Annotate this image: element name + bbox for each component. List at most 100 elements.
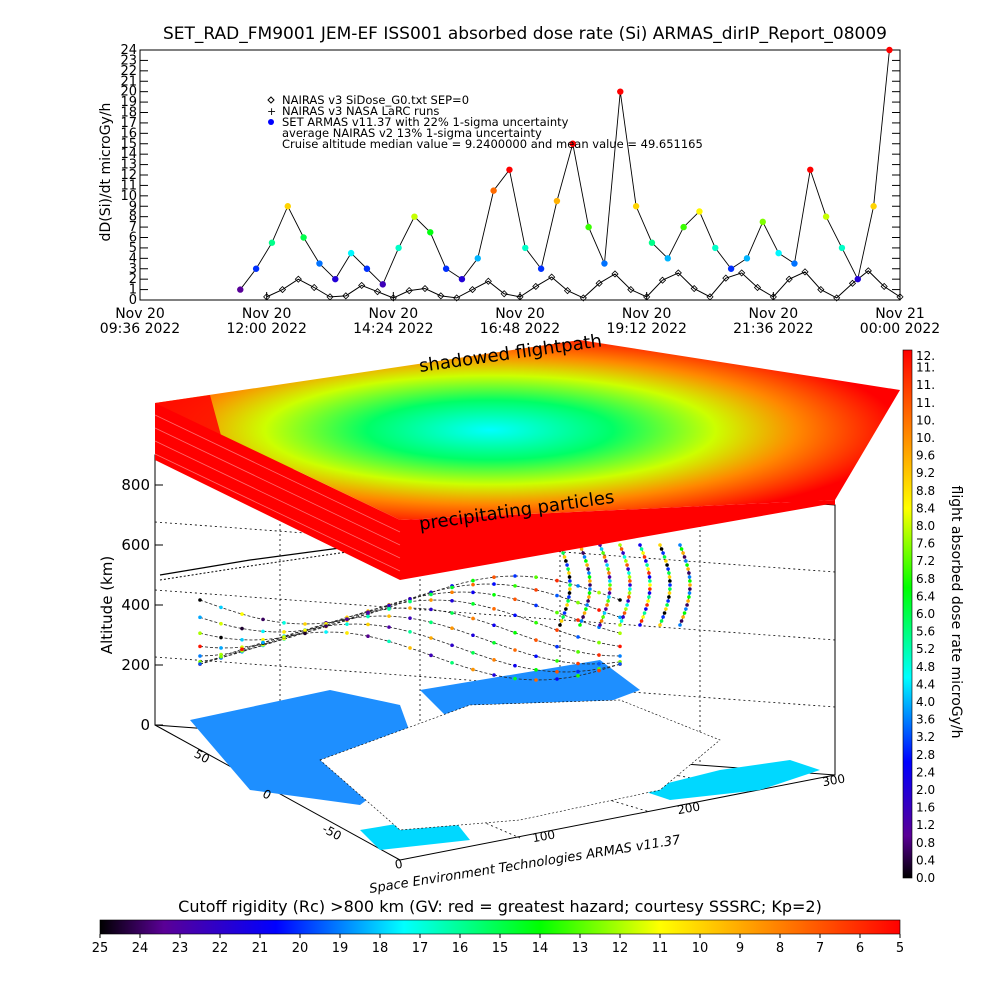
orbit-dose-point <box>565 563 569 567</box>
orbit-dose-point <box>559 619 564 623</box>
orbit-dose-point <box>639 619 644 623</box>
nairas-diamond-point <box>658 276 667 284</box>
orbit-dose-point <box>627 591 632 595</box>
y-tick-label: 3 <box>129 262 137 277</box>
orbit-dose-point <box>602 555 607 559</box>
nairas-diamond-point <box>453 294 461 302</box>
orbit-dose-point <box>622 555 627 559</box>
y-tick-label: 12 <box>120 168 137 183</box>
orbit-dose-point <box>303 631 307 636</box>
orbit-dose-point <box>608 587 612 591</box>
orbit-dose-point <box>219 621 223 626</box>
orbit-dose-point <box>240 637 244 642</box>
x-tick-label-time: 00:00 2022 <box>860 321 940 337</box>
orbit-dose-point <box>668 583 672 587</box>
altitude-tick-label: 400 <box>121 596 150 614</box>
orbit-dose-point <box>645 563 649 567</box>
dose-tick-label: 8.8 <box>916 484 935 498</box>
orbit-dose-point <box>684 559 688 563</box>
orbit-dose-point <box>324 624 328 628</box>
x-tick-label-time: 21:36 2022 <box>733 321 813 337</box>
ground-map <box>190 660 820 850</box>
orbit-dose-point <box>587 571 591 575</box>
armas-point <box>870 203 877 210</box>
orbit-dose-point <box>687 591 692 595</box>
orbit-dose-point <box>597 590 601 595</box>
x-tick-label-time: 09:36 2022 <box>100 321 180 337</box>
armas-point <box>537 265 545 272</box>
orbit-dose-point <box>558 623 562 627</box>
orbit-dose-point <box>622 611 627 615</box>
orbit-dose-point <box>240 612 244 616</box>
orbit-dose-point <box>647 571 651 575</box>
orbit-dose-point <box>471 616 475 621</box>
orbit-dose-point <box>387 639 391 644</box>
orbit-dose-point <box>408 596 412 601</box>
nairas-diamond-point <box>769 293 777 301</box>
latitude-tick-label: -50 <box>320 822 344 844</box>
armas-point <box>316 260 323 267</box>
y-tick-label: 10 <box>120 189 137 204</box>
dose-tick-label: 6.4 <box>916 589 935 603</box>
slab-front <box>155 403 835 580</box>
legend-diamond-icon <box>267 96 275 104</box>
dose-tick-label: 8.0 <box>916 519 935 533</box>
y-tick-label: 5 <box>129 241 137 256</box>
orbit-dose-point <box>568 587 572 591</box>
orbit-dose-point <box>645 603 649 607</box>
rigidity-colorbar: Cutoff rigidity (Rc) >800 km (GV: red = … <box>92 897 904 956</box>
orbit-dose-point <box>667 591 672 595</box>
dose-colorbar-label: flight absorbed dose rate microGy/h <box>948 486 964 739</box>
orbit-dose-point <box>555 578 559 583</box>
orbit-dose-point <box>681 551 685 555</box>
orbit-dose-point <box>618 644 622 649</box>
orbit-dose-point <box>587 591 592 595</box>
orbit-dose-point <box>450 660 454 665</box>
orbit-dose-point <box>492 623 496 628</box>
ocean-region-east <box>640 760 820 800</box>
dose-tick-label: 10. <box>916 413 935 427</box>
x-tick-label-date: Nov 21 <box>875 306 925 322</box>
armas-point <box>522 244 529 252</box>
nairas-diamond-point <box>358 281 366 289</box>
orbit-dose-point <box>534 638 538 642</box>
armas-point <box>775 249 782 257</box>
nairas-diamond-point <box>563 287 572 295</box>
orbit-dose-point <box>561 615 565 619</box>
x-tick-label-time: 16:48 2022 <box>480 321 560 337</box>
orbit-dose-point <box>628 583 632 587</box>
orbit-dose-point <box>647 591 652 595</box>
orbit-dose-point <box>646 599 650 603</box>
rigidity-tick-label: 25 <box>92 941 109 956</box>
orbit-dose-point <box>471 650 475 655</box>
orbit-dose-point <box>646 567 650 571</box>
nairas-diamond-point <box>500 290 508 298</box>
y-tick-label: 23 <box>120 53 137 68</box>
nairas-diamond-point <box>263 293 271 301</box>
y-tick-label: 22 <box>120 64 137 79</box>
orbit-dose-point <box>450 598 454 603</box>
orbit-dose-point <box>686 599 690 603</box>
rigidity-tick-label: 14 <box>532 941 549 956</box>
orbit-dose-point <box>534 588 538 592</box>
orbit-dose-point <box>682 611 687 615</box>
nairas-diamond-point <box>310 283 318 292</box>
orbit-dose-point <box>627 575 632 579</box>
dose-colorbar-gradient <box>902 349 913 879</box>
slab-layer-lines <box>154 414 401 572</box>
land-region <box>319 699 721 831</box>
orbit-tracks <box>159 537 692 682</box>
orbit-dose-point <box>688 587 692 591</box>
orbit-dose-point <box>642 611 647 615</box>
orbit-dose-point <box>534 678 538 682</box>
orbit-dose-point <box>513 613 517 618</box>
y-tick-label: 1 <box>129 283 137 298</box>
orbit-dose-point <box>684 607 688 611</box>
orbit-dose-point <box>679 547 684 551</box>
orbit-dose-point <box>492 592 496 597</box>
y-tick-label: 4 <box>129 251 137 266</box>
armas-point <box>363 265 371 272</box>
orbit-dose-point <box>576 600 580 605</box>
orbit-dose-point <box>608 583 612 587</box>
orbit-dose-point <box>198 631 202 636</box>
